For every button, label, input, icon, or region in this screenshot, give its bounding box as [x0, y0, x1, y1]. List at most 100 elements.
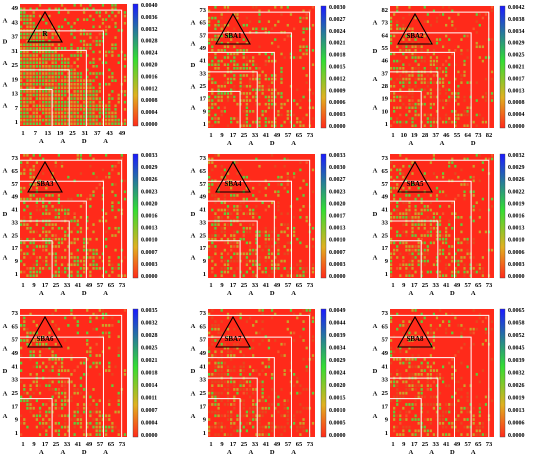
- heatmap-cell: [408, 52, 411, 56]
- heatmap-cell: [311, 267, 315, 270]
- heatmap-cell: [305, 74, 308, 77]
- heatmap-cell: [29, 357, 32, 361]
- heatmap-cell: [261, 361, 264, 365]
- heatmap-cell: [35, 324, 39, 327]
- heatmap-cell: [45, 36, 48, 39]
- heatmap-cell: [92, 93, 95, 97]
- heatmap-cell: [38, 267, 42, 270]
- heatmap-cell: [211, 183, 214, 186]
- y-tick-label: 17: [382, 403, 389, 410]
- heatmap-cell: [29, 256, 32, 259]
- heatmap-cell: [220, 95, 223, 99]
- heatmap-cell: [435, 223, 439, 226]
- heatmap-cell: [230, 267, 233, 270]
- heatmap-cell: [220, 27, 223, 31]
- heatmap-cell: [233, 342, 236, 346]
- heatmap-cell: [252, 425, 255, 429]
- heatmap-cell: [236, 230, 239, 234]
- heatmap-cell: [248, 77, 252, 81]
- heatmap-cell: [123, 256, 127, 259]
- heatmap-cell: [64, 339, 67, 342]
- heatmap-cell: [435, 113, 439, 117]
- y-group-label: A: [3, 233, 8, 240]
- heatmap-cell: [302, 421, 305, 425]
- heatmap-cell: [396, 248, 399, 252]
- heatmap-cell: [429, 270, 432, 274]
- colorbar-tick-label: 0.0033: [141, 153, 158, 159]
- heatmap-cell: [242, 365, 245, 369]
- heatmap-cell: [472, 309, 475, 312]
- heatmap-cell: [261, 248, 264, 252]
- heatmap-cell: [57, 47, 61, 50]
- heatmap-cell: [38, 32, 42, 36]
- heatmap-cell: [448, 164, 451, 168]
- x-tick-label: 65: [108, 441, 115, 448]
- heatmap-cell: [302, 38, 305, 41]
- heatmap-cell: [292, 421, 296, 425]
- heatmap-cell: [277, 208, 280, 212]
- heatmap-cell: [29, 270, 32, 274]
- heatmap-cell: [454, 425, 457, 429]
- heatmap-cell: [248, 406, 252, 410]
- heatmap-cell: [220, 16, 223, 20]
- heatmap-cell: [399, 267, 402, 270]
- heatmap-cell: [292, 418, 296, 421]
- heatmap-cell: [108, 93, 111, 97]
- heatmap-cell: [408, 201, 411, 205]
- heatmap-cell: [95, 263, 98, 267]
- heatmap-cell: [98, 309, 101, 312]
- x-tick-label: 31: [82, 130, 89, 137]
- heatmap-cell: [38, 197, 42, 201]
- y-tick-label: 9: [15, 417, 19, 424]
- heatmap-cell: [20, 54, 23, 57]
- heatmap-cell: [32, 11, 35, 14]
- heatmap-cell: [20, 197, 23, 201]
- heatmap-cell: [226, 418, 230, 421]
- heatmap-cell: [242, 23, 245, 27]
- x-group-label: A: [60, 290, 65, 297]
- heatmap-cell: [417, 380, 420, 384]
- heatmap-cell: [399, 399, 402, 403]
- heatmap-cell: [393, 13, 396, 16]
- heatmap-cell: [29, 274, 32, 277]
- heatmap-cell: [92, 50, 95, 54]
- heatmap-cell: [42, 118, 45, 122]
- heatmap-cell: [420, 77, 423, 81]
- heatmap-cell: [51, 205, 54, 208]
- heatmap-cell: [54, 7, 57, 11]
- heatmap-cell: [111, 421, 114, 425]
- heatmap-cell: [217, 92, 220, 95]
- heatmap-cell: [466, 410, 469, 414]
- heatmap-cell: [95, 425, 98, 429]
- heatmap-cell: [73, 82, 76, 86]
- heatmap-cell: [245, 259, 249, 263]
- heatmap-cell: [48, 212, 51, 215]
- heatmap-cell: [95, 75, 98, 79]
- heatmap-cell: [220, 425, 223, 429]
- heatmap-cell: [405, 267, 408, 270]
- heatmap-cell: [280, 342, 283, 346]
- heatmap-cell: [236, 117, 239, 120]
- heatmap-cell: [57, 365, 61, 369]
- heatmap-cell: [255, 274, 258, 277]
- heatmap-cell: [48, 90, 51, 93]
- heatmap-cell: [270, 92, 274, 95]
- heatmap-cell: [451, 403, 454, 406]
- heatmap-cell: [475, 81, 478, 84]
- heatmap-cell: [64, 395, 67, 399]
- heatmap-cell: [286, 399, 289, 403]
- heatmap-cell: [399, 74, 402, 77]
- heatmap-cell: [277, 263, 280, 267]
- heatmap-cell: [54, 342, 57, 346]
- heatmap-cell: [264, 88, 267, 92]
- heatmap-cell: [76, 391, 79, 395]
- y-group-label: A: [373, 254, 378, 261]
- heatmap-cell: [420, 74, 423, 77]
- heatmap-cell: [73, 54, 76, 57]
- heatmap-cell: [79, 93, 83, 97]
- colorbar: [132, 153, 139, 279]
- heatmap-cell: [104, 331, 108, 335]
- heatmap-cell: [423, 67, 426, 70]
- heatmap-cell: [79, 205, 83, 208]
- heatmap-cell: [438, 259, 442, 263]
